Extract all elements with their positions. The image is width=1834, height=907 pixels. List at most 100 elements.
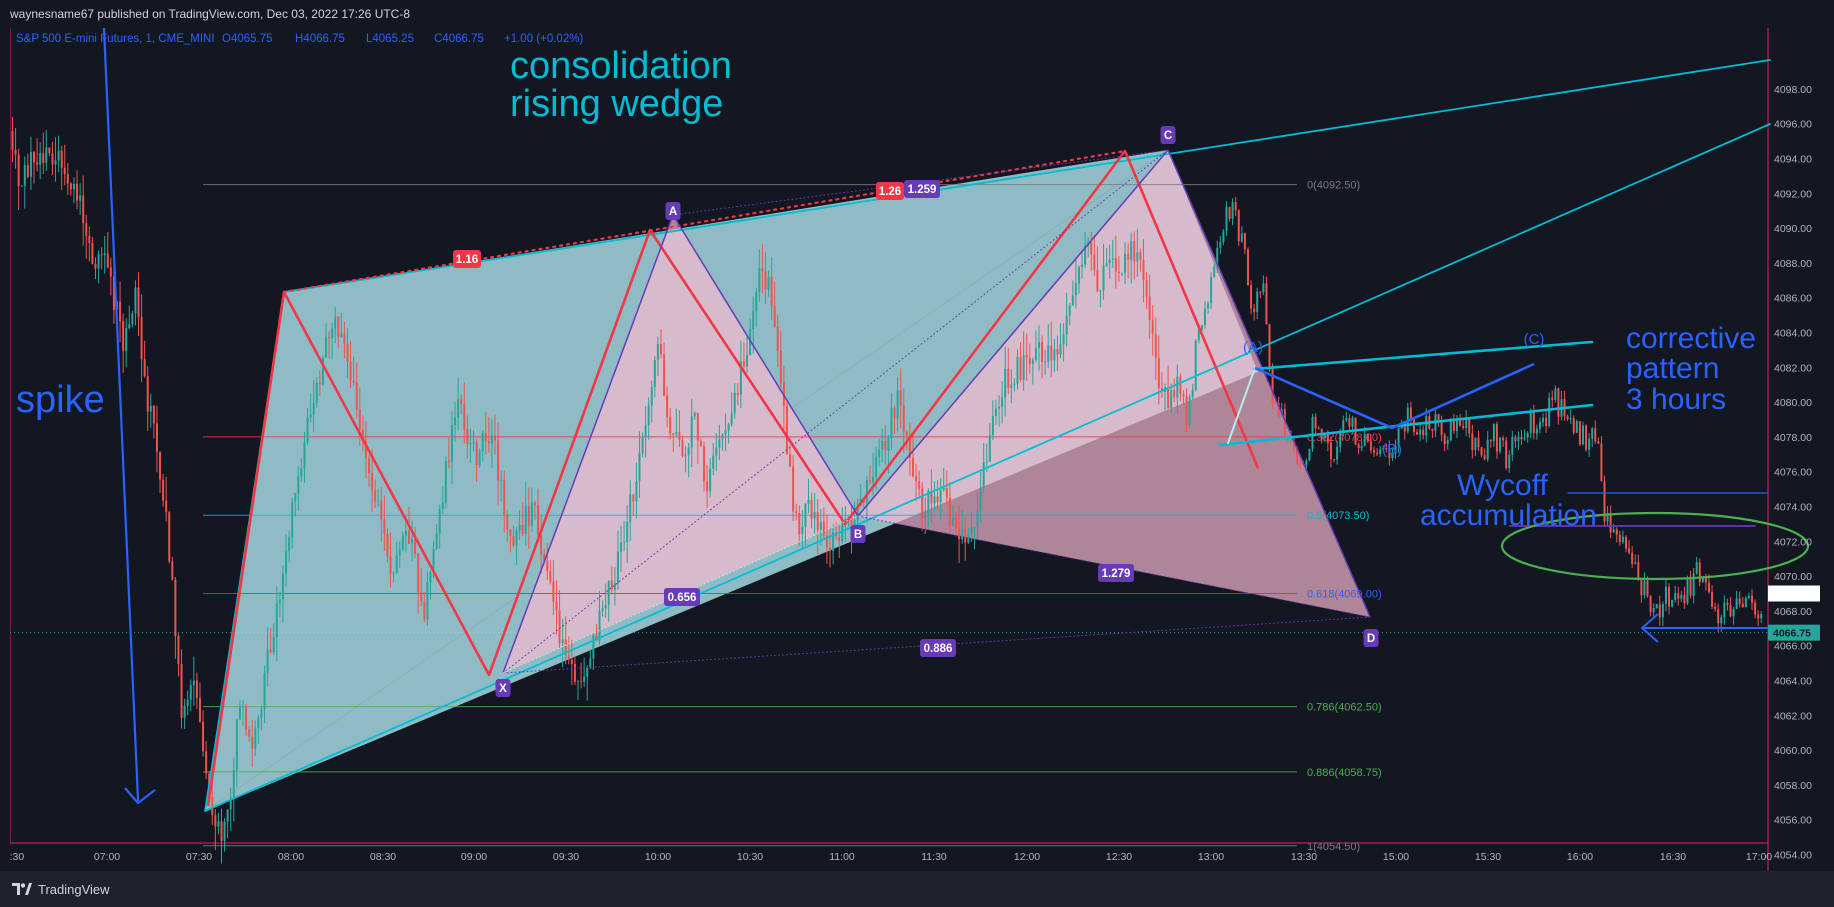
candle-body-166	[521, 524, 524, 534]
candle-body-177	[555, 602, 558, 611]
candle-body-288	[896, 390, 899, 419]
candle-body-236	[736, 392, 739, 396]
y-tick-label-18: 4090.00	[1774, 223, 1812, 235]
candle-body-77	[248, 729, 251, 737]
candle-body-242	[755, 292, 758, 312]
candle-body-14	[54, 160, 57, 165]
candle-body-314	[976, 511, 979, 528]
candle-body-172	[540, 535, 543, 555]
candle-body-41	[137, 287, 140, 318]
candle-body-348	[1081, 264, 1084, 268]
candle-body-161	[506, 515, 509, 530]
zigzag-ratio-0-bg	[453, 250, 481, 268]
candle-body-142	[447, 460, 450, 462]
harmonic-ratio-0-bg	[664, 588, 700, 606]
harmonic-point-x: X	[499, 683, 507, 695]
harmonic-xc-dotted	[502, 149, 1169, 674]
candle-body-511	[1581, 425, 1584, 445]
candle-body-542	[1677, 593, 1680, 599]
candle-body-475	[1471, 433, 1474, 451]
candle-body-191	[598, 611, 601, 641]
candle-body-299	[930, 490, 933, 504]
candle-body-367	[1139, 252, 1142, 260]
candle-body-358	[1111, 258, 1114, 260]
candle-body-30	[103, 253, 106, 256]
candle-body-107	[340, 333, 343, 338]
candle-body-224	[699, 440, 702, 446]
candle-body-513	[1588, 438, 1591, 450]
candle-body-474	[1468, 418, 1471, 434]
candle-body-343	[1065, 315, 1068, 335]
candle-body-164	[515, 530, 518, 546]
x-tick-label-1: 07:00	[94, 851, 120, 863]
candle-body-35	[119, 301, 122, 322]
candle-body-485	[1502, 437, 1505, 441]
candle-body-11	[45, 147, 48, 163]
candle-body-370	[1148, 296, 1151, 321]
x-tick-label-11: 12:00	[1014, 851, 1040, 863]
candle-body-210	[656, 344, 659, 361]
candle-body-501	[1551, 397, 1554, 400]
candle-body-459	[1422, 429, 1425, 436]
candle-body-522	[1615, 529, 1618, 535]
candle-body-451	[1397, 428, 1400, 447]
candle-body-182	[570, 659, 573, 664]
candle-body-397	[1231, 202, 1234, 219]
candle-body-472	[1462, 425, 1465, 429]
x-tick-label-4: 08:30	[370, 851, 396, 863]
candle-body-414	[1283, 409, 1286, 439]
candle-body-442	[1369, 441, 1372, 451]
candle-body-254	[792, 466, 795, 512]
harmonic-ac-dotted	[672, 149, 1169, 216]
candle-body-75	[242, 706, 245, 708]
candle-body-434	[1345, 418, 1348, 421]
candle-body-237	[739, 361, 742, 396]
candle-body-300	[933, 496, 936, 504]
candle-body-356	[1105, 263, 1108, 266]
candle-body-323	[1004, 368, 1007, 398]
candle-body-17	[63, 167, 66, 175]
candle-body-46	[152, 405, 155, 424]
candle-body-335	[1041, 341, 1044, 362]
candle-body-160	[503, 479, 506, 516]
candle-body-40	[134, 287, 137, 314]
candle-body-432	[1339, 432, 1342, 447]
candle-body-24	[85, 223, 88, 236]
harmonic-ratio-3-bg	[920, 639, 956, 657]
annotation-accumulation: accumulation	[1420, 499, 1597, 532]
candle-body-124	[392, 573, 395, 575]
y-tick-label-4: 4062.00	[1774, 710, 1812, 722]
candle-body-357	[1108, 259, 1111, 264]
candle-body-63	[205, 751, 208, 774]
candle-body-86	[275, 603, 278, 638]
candle-body-302	[939, 489, 942, 503]
candle-body-186	[583, 676, 586, 682]
candle-body-313	[973, 527, 976, 529]
candle-body-183	[573, 663, 576, 682]
chart-area[interactable]: 0(4092.50) 0.382(4078.00) 0.5(4073.50) 0.61…	[4, 26, 1824, 871]
candle-body-469	[1452, 420, 1455, 431]
candle-body-516	[1597, 441, 1600, 444]
candle-body-218	[681, 440, 684, 457]
candle-body-49	[162, 479, 165, 501]
candle-body-450	[1394, 446, 1397, 454]
candle-body-116	[368, 458, 371, 474]
candle-body-377	[1170, 389, 1173, 408]
candle-body-491	[1520, 436, 1523, 440]
time-axis: 6:30 07:00 07:30 08:00 08:30 09:00 09:30 10:00 1…	[4, 851, 1773, 863]
chart-canvas[interactable]: 0(4092.50)0.382(4078.00)0.5(4073.50)0.61…	[4, 26, 1824, 871]
candle-body-68	[220, 821, 223, 842]
ohlc-change: +1.00 (+0.02%)	[504, 33, 583, 45]
candle-body-195	[610, 581, 613, 590]
candle-body-324	[1007, 368, 1010, 388]
harmonic-point-c: C	[1164, 130, 1172, 142]
candle-body-95	[303, 442, 306, 469]
candle-body-128	[404, 530, 407, 536]
candle-body-423	[1311, 416, 1314, 450]
candle-body-125	[395, 555, 398, 574]
left-arrowhead	[1641, 613, 1659, 643]
candle-body-337	[1047, 345, 1050, 362]
candle-body-39	[131, 313, 134, 325]
x-tick-label-12: 12:30	[1106, 851, 1132, 863]
candle-body-173	[543, 554, 546, 561]
